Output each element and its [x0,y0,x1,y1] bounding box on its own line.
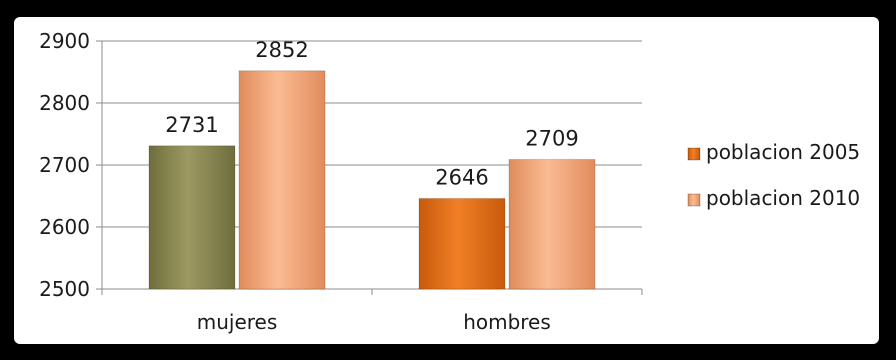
bar-mujeres-1 [238,70,326,290]
data-label: 2731 [165,113,218,137]
bar-hombres-1 [508,158,596,290]
data-labels: 2731 2852 2646 2709 [165,38,578,190]
category-label: mujeres [197,310,278,334]
category-labels: mujeres hombres [197,310,551,334]
bars [148,70,596,290]
data-label: 2646 [435,165,488,189]
bar-hombres-0 [418,197,506,290]
y-tick-labels: 2500 2600 2700 2800 2900 [39,29,90,301]
legend-swatch [687,147,701,161]
data-label: 2709 [525,126,578,150]
legend: poblacion 2005 poblacion 2010 [687,140,860,210]
data-label: 2852 [255,38,308,62]
category-label: hombres [463,310,551,334]
legend-label: poblacion 2010 [706,186,860,210]
y-tick-label: 2500 [39,277,90,301]
legend-label: poblacion 2005 [706,140,860,164]
bar-mujeres-0 [148,145,236,290]
y-tick-label: 2900 [39,29,90,53]
legend-swatch [687,193,701,207]
y-tick-label: 2600 [39,215,90,239]
y-tick-label: 2700 [39,153,90,177]
y-tick-label: 2800 [39,91,90,115]
